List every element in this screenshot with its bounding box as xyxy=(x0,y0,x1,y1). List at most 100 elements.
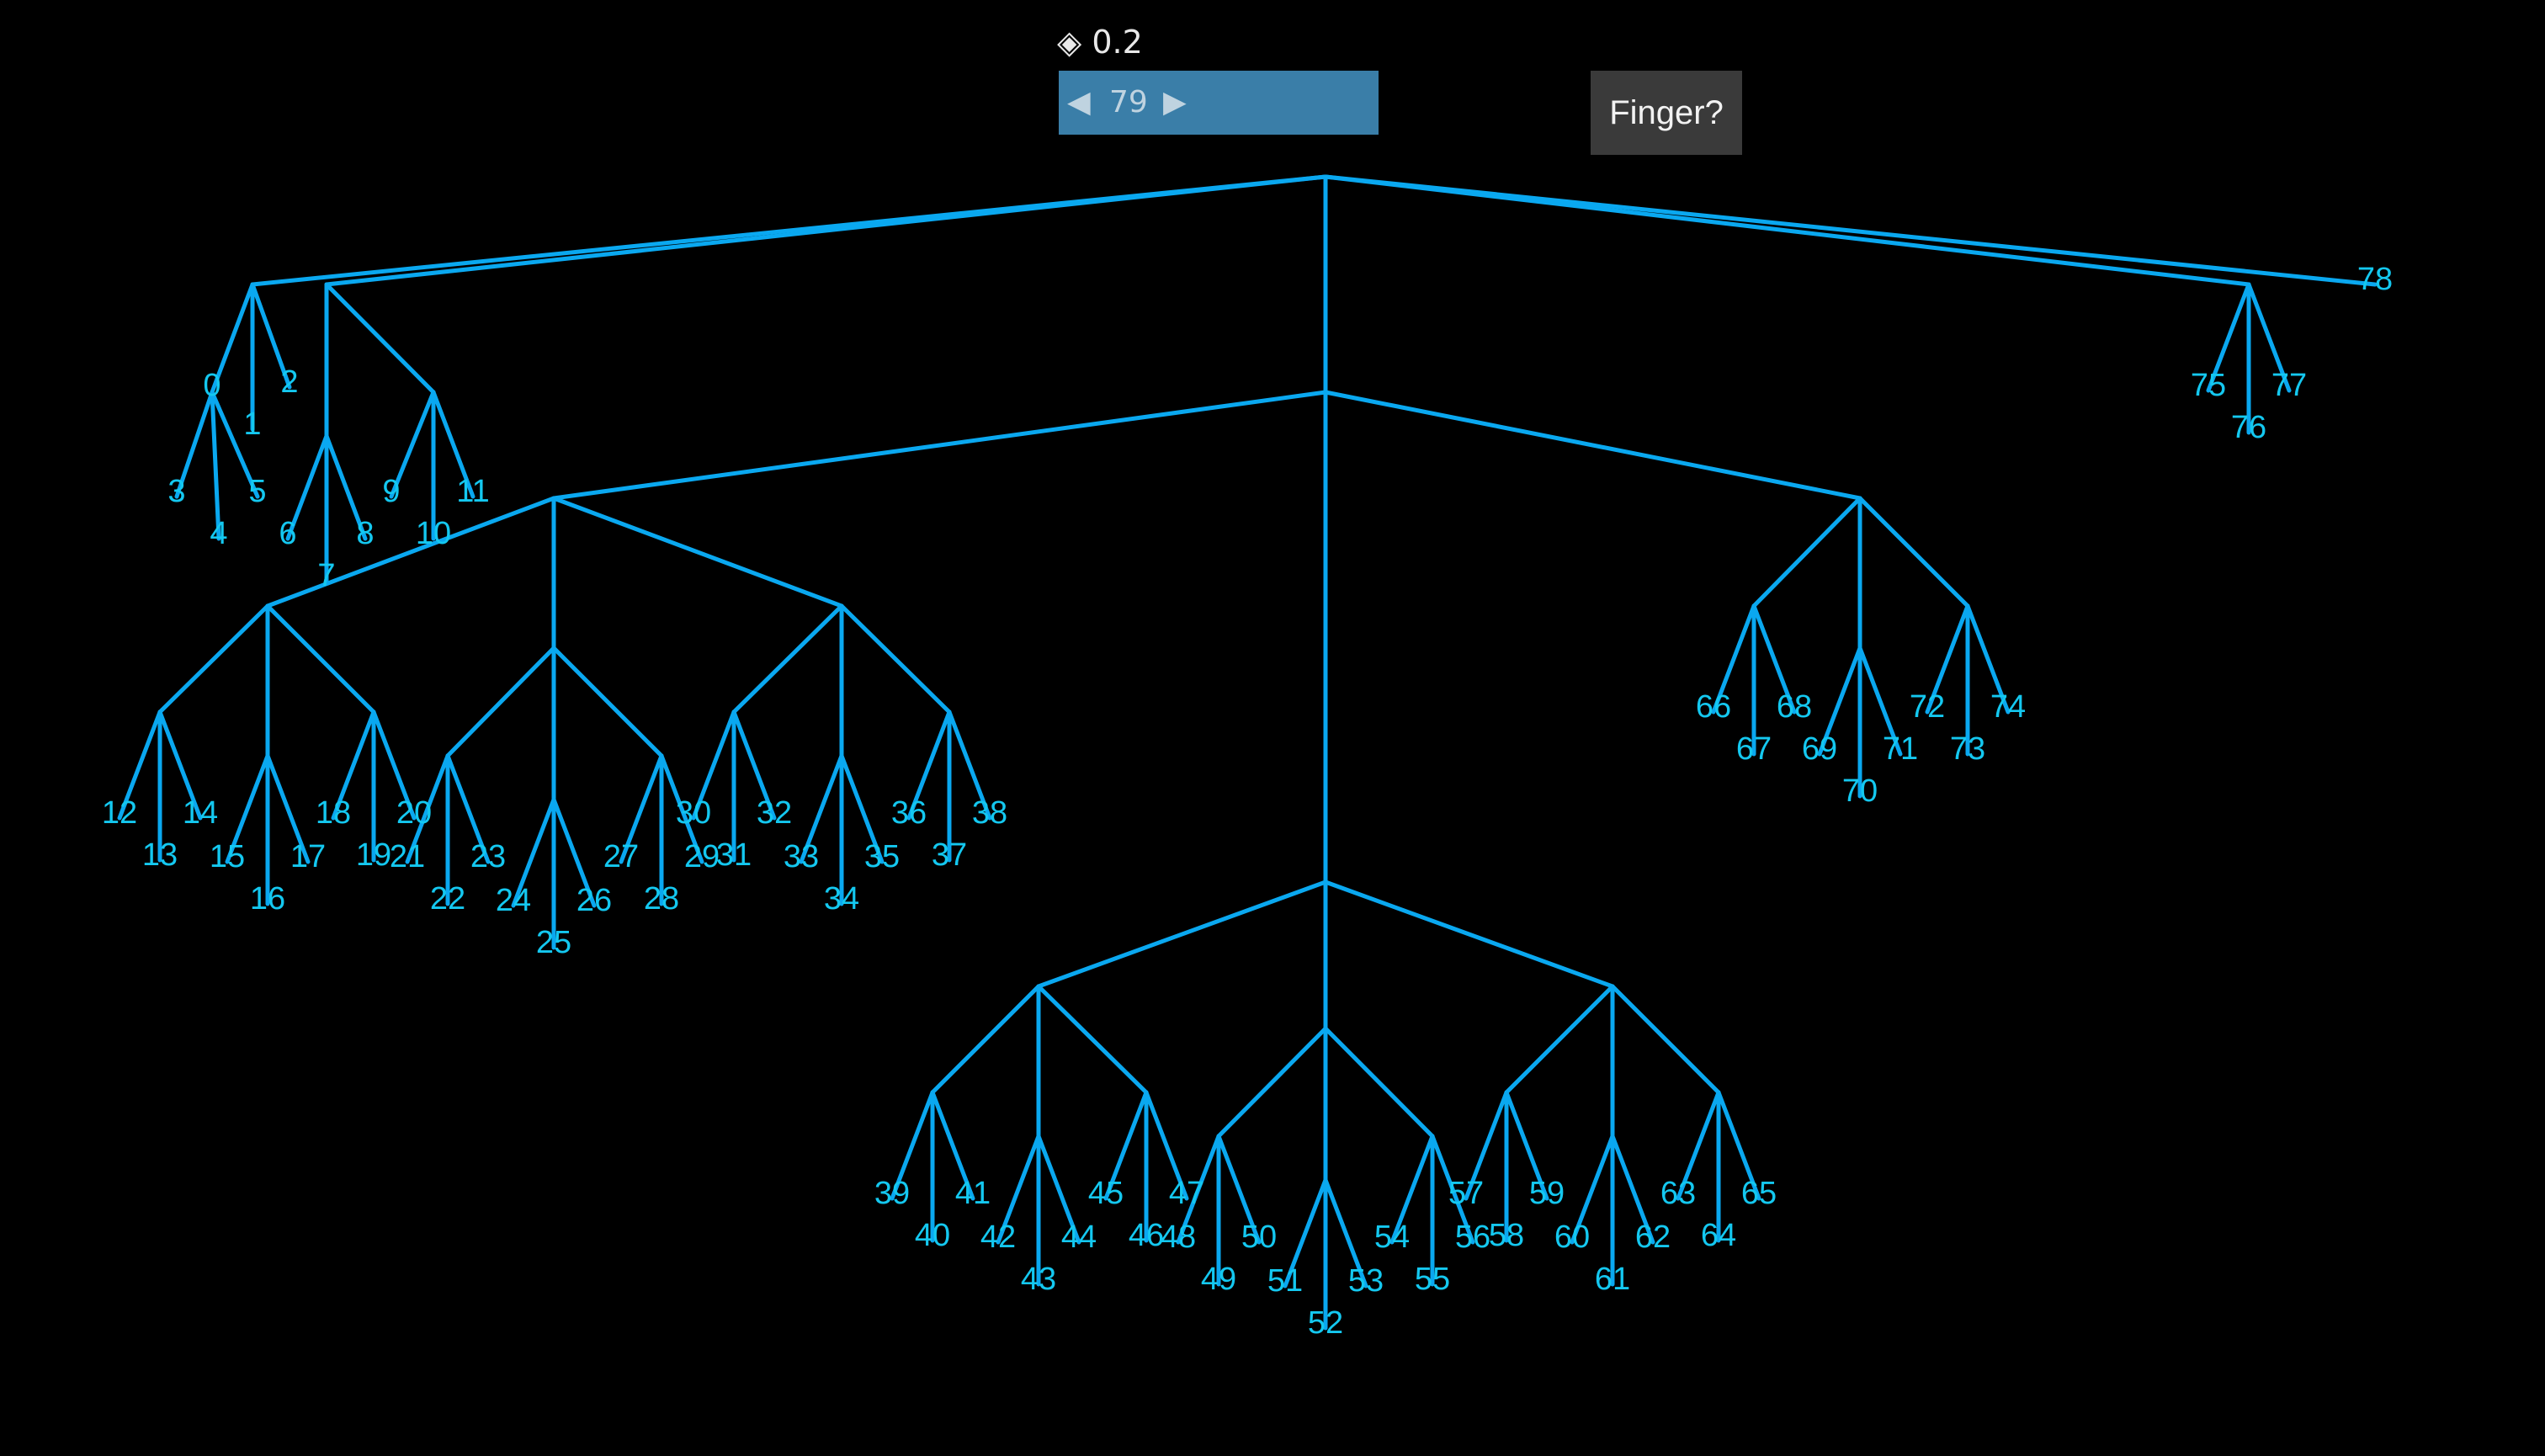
node-label-50[interactable]: 50 xyxy=(1241,1220,1277,1255)
stepper-prev-button[interactable]: ◀ xyxy=(1067,85,1091,120)
node-label-54[interactable]: 54 xyxy=(1374,1220,1410,1255)
node-label-60[interactable]: 60 xyxy=(1554,1220,1590,1255)
tree-edge xyxy=(1036,984,1149,1095)
node-label-62[interactable]: 62 xyxy=(1635,1220,1671,1255)
node-label-27[interactable]: 27 xyxy=(603,839,639,874)
node-label-67[interactable]: 67 xyxy=(1736,731,1772,767)
node-label-2[interactable]: 2 xyxy=(280,364,298,400)
node-label-11[interactable]: 11 xyxy=(456,474,489,509)
node-label-31[interactable]: 31 xyxy=(716,837,752,873)
node-label-9[interactable]: 9 xyxy=(382,474,400,509)
node-label-1[interactable]: 1 xyxy=(243,407,261,442)
node-label-30[interactable]: 30 xyxy=(676,795,711,831)
node-label-19[interactable]: 19 xyxy=(356,837,391,873)
node-label-49[interactable]: 49 xyxy=(1201,1262,1236,1297)
node-label-17[interactable]: 17 xyxy=(290,839,326,874)
node-label-58[interactable]: 58 xyxy=(1489,1218,1524,1253)
tree-edge xyxy=(1504,984,1615,1095)
node-label-16[interactable]: 16 xyxy=(250,881,285,917)
node-label-76[interactable]: 76 xyxy=(2231,410,2266,445)
node-label-65[interactable]: 65 xyxy=(1741,1176,1777,1211)
node-label-63[interactable]: 63 xyxy=(1660,1176,1696,1211)
tree-edge xyxy=(225,753,270,864)
tree-edge xyxy=(1610,984,1721,1095)
node-label-4[interactable]: 4 xyxy=(210,516,227,551)
tree-edge xyxy=(265,753,311,864)
node-label-26[interactable]: 26 xyxy=(576,883,612,918)
finger-button[interactable]: Finger? xyxy=(1591,71,1742,155)
node-label-10[interactable]: 10 xyxy=(416,516,451,551)
node-label-73[interactable]: 73 xyxy=(1950,731,1985,767)
tree-edge xyxy=(906,709,952,821)
node-label-47[interactable]: 47 xyxy=(1169,1176,1204,1211)
node-label-24[interactable]: 24 xyxy=(496,883,531,918)
node-label-38[interactable]: 38 xyxy=(972,795,1007,831)
node-label-77[interactable]: 77 xyxy=(2271,368,2307,403)
node-label-43[interactable]: 43 xyxy=(1021,1262,1056,1297)
tree-edge xyxy=(1751,496,1862,608)
tree-edge xyxy=(265,496,556,608)
tree-edge xyxy=(210,390,221,541)
node-label-6[interactable]: 6 xyxy=(279,516,296,551)
tree-edge xyxy=(250,282,292,390)
tree-edge xyxy=(405,753,450,864)
node-label-57[interactable]: 57 xyxy=(1448,1176,1484,1211)
node-label-36[interactable]: 36 xyxy=(891,795,927,831)
node-label-28[interactable]: 28 xyxy=(644,881,679,917)
node-label-25[interactable]: 25 xyxy=(536,925,571,960)
node-label-5[interactable]: 5 xyxy=(248,474,266,509)
tree-edge xyxy=(839,753,885,864)
depth-stepper[interactable]: ◀ 79 ▶ xyxy=(1059,71,1379,135)
node-label-33[interactable]: 33 xyxy=(784,839,819,874)
node-label-44[interactable]: 44 xyxy=(1061,1220,1097,1255)
node-label-70[interactable]: 70 xyxy=(1842,773,1878,809)
node-label-69[interactable]: 69 xyxy=(1802,731,1837,767)
stepper-next-button[interactable]: ▶ xyxy=(1163,85,1187,120)
node-label-12[interactable]: 12 xyxy=(102,795,137,831)
node-label-8[interactable]: 8 xyxy=(356,516,374,551)
node-label-23[interactable]: 23 xyxy=(470,839,506,874)
node-label-45[interactable]: 45 xyxy=(1088,1176,1124,1211)
tree-edge xyxy=(1323,174,2251,287)
node-label-48[interactable]: 48 xyxy=(1161,1220,1196,1255)
node-label-29[interactable]: 29 xyxy=(684,839,720,874)
node-label-66[interactable]: 66 xyxy=(1696,689,1731,725)
node-label-7[interactable]: 7 xyxy=(317,558,335,593)
node-label-46[interactable]: 46 xyxy=(1129,1218,1164,1253)
node-label-22[interactable]: 22 xyxy=(430,881,465,917)
node-label-68[interactable]: 68 xyxy=(1777,689,1812,725)
node-label-59[interactable]: 59 xyxy=(1529,1176,1565,1211)
node-label-3[interactable]: 3 xyxy=(167,474,185,509)
node-label-21[interactable]: 21 xyxy=(390,839,425,874)
tree-edge xyxy=(157,709,203,821)
node-label-42[interactable]: 42 xyxy=(980,1220,1016,1255)
node-label-74[interactable]: 74 xyxy=(1990,689,2026,725)
node-label-35[interactable]: 35 xyxy=(864,839,900,874)
node-label-61[interactable]: 61 xyxy=(1595,1262,1630,1297)
node-label-52[interactable]: 52 xyxy=(1308,1305,1343,1341)
node-label-55[interactable]: 55 xyxy=(1415,1262,1450,1297)
node-label-64[interactable]: 64 xyxy=(1701,1218,1736,1253)
node-label-75[interactable]: 75 xyxy=(2191,368,2226,403)
node-label-0[interactable]: 0 xyxy=(203,368,220,403)
tree-edge xyxy=(947,709,992,821)
node-label-32[interactable]: 32 xyxy=(757,795,792,831)
node-label-56[interactable]: 56 xyxy=(1455,1220,1490,1255)
node-label-78[interactable]: 78 xyxy=(2357,262,2393,297)
node-label-14[interactable]: 14 xyxy=(183,795,218,831)
node-label-71[interactable]: 71 xyxy=(1883,731,1918,767)
node-label-39[interactable]: 39 xyxy=(874,1176,910,1211)
node-label-18[interactable]: 18 xyxy=(316,795,351,831)
node-label-37[interactable]: 37 xyxy=(932,837,967,873)
node-label-40[interactable]: 40 xyxy=(915,1218,950,1253)
node-label-51[interactable]: 51 xyxy=(1267,1263,1303,1299)
node-label-15[interactable]: 15 xyxy=(210,839,245,874)
tree-edge xyxy=(1925,603,1970,715)
node-label-34[interactable]: 34 xyxy=(824,881,859,917)
node-label-53[interactable]: 53 xyxy=(1348,1263,1384,1299)
node-label-41[interactable]: 41 xyxy=(955,1176,991,1211)
node-label-20[interactable]: 20 xyxy=(396,795,432,831)
node-label-72[interactable]: 72 xyxy=(1910,689,1945,725)
tree-edge xyxy=(890,1090,935,1201)
node-label-13[interactable]: 13 xyxy=(142,837,178,873)
